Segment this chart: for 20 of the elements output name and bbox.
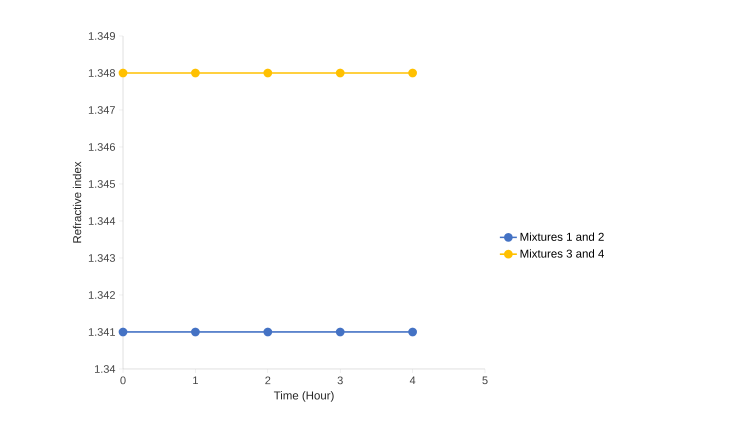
x-tick-label: 1: [193, 376, 198, 384]
x-tick-label: 4: [410, 376, 416, 384]
y-tick-label: 1.343: [88, 254, 115, 262]
y-tick-label: 1.34: [94, 365, 116, 373]
y-tick-label: 1.346: [88, 143, 115, 151]
x-tick-label: 2: [265, 376, 270, 384]
x-axis-title: Time (Hour): [274, 391, 334, 402]
y-tick-label: 1.341: [88, 328, 115, 336]
y-tick-label: 1.345: [88, 180, 116, 188]
x-tick-label: 5: [482, 376, 488, 384]
y-axis-title: Refractive index: [72, 162, 82, 243]
y-tick-label: 1.344: [88, 217, 116, 225]
y-tick-label: 1.347: [88, 106, 115, 114]
legend-label: Mixtures 3 and 4: [520, 249, 604, 258]
x-tick-label: 0: [120, 376, 126, 384]
y-tick-label: 1.342: [88, 291, 115, 299]
y-tick-label: 1.348: [88, 69, 115, 77]
y-tick-label: 1.349: [88, 32, 115, 40]
x-tick-label: 3: [338, 376, 343, 384]
legend-label: Mixtures 1 and 2: [520, 232, 604, 241]
